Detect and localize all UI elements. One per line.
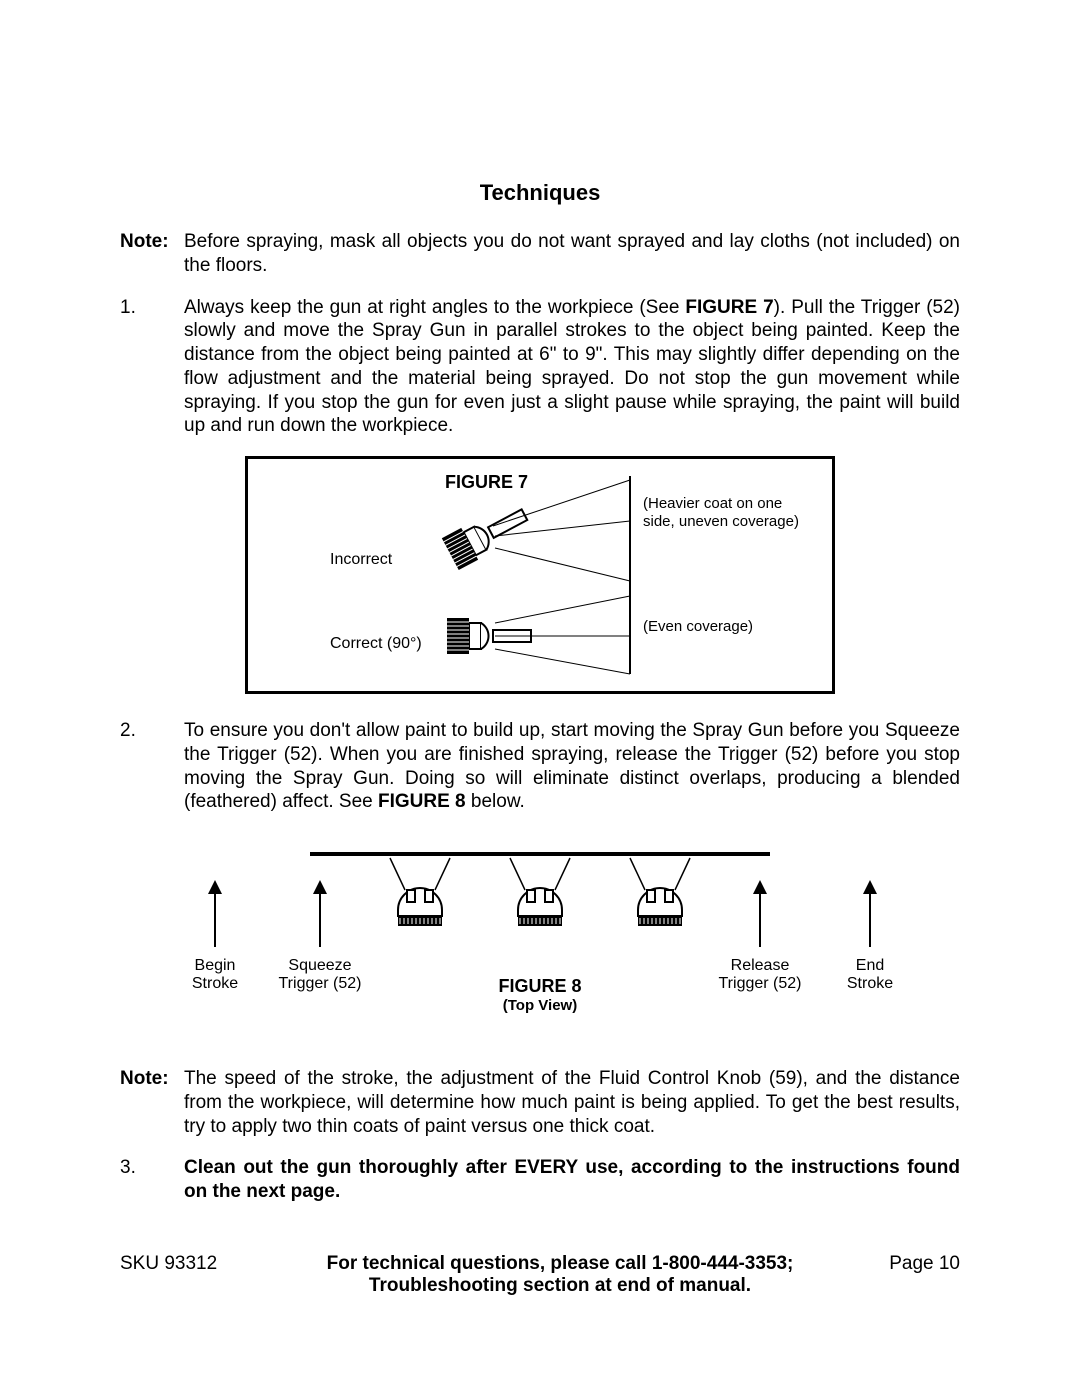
spray-line [495, 649, 630, 674]
figure-7: FIGURE 7 [245, 456, 835, 699]
spray-line [495, 596, 630, 623]
sku: SKU 93312 [120, 1253, 260, 1275]
item-body: Clean out the gun thoroughly after EVERY… [184, 1156, 960, 1204]
item-number: 3. [120, 1156, 184, 1204]
arrow-squeeze [313, 880, 327, 947]
item-body: Always keep the gun at right angles to t… [184, 296, 960, 439]
note-1: Note: Before spraying, mask all objects … [120, 230, 960, 278]
list-item-2: 2. To ensure you don't allow paint to bu… [120, 719, 960, 814]
figure-8-title: FIGURE 8 [498, 976, 581, 996]
section-title: Techniques [120, 180, 960, 206]
label-squeeze-2: Trigger (52) [279, 975, 362, 992]
note-body: The speed of the stroke, the adjustment … [184, 1067, 960, 1138]
figure-8-svg: Begin Stroke Squeeze Trigger (52) Releas… [130, 832, 950, 1042]
footer-center: For technical questions, please call 1-8… [260, 1253, 860, 1297]
text: To ensure you don't allow paint to build… [184, 720, 960, 812]
note-label: Note: [120, 230, 184, 278]
item-number: 1. [120, 296, 184, 439]
list-item-1: 1. Always keep the gun at right angles t… [120, 296, 960, 439]
note-label: Note: [120, 1067, 184, 1138]
item-number: 2. [120, 719, 184, 814]
arrow-release [753, 880, 767, 947]
note-2: Note: The speed of the stroke, the adjus… [120, 1067, 960, 1138]
label-release-2: Trigger (52) [719, 975, 802, 992]
spray-line [495, 548, 630, 581]
label-end-1: End [856, 957, 884, 974]
page: Techniques Note: Before spraying, mask a… [0, 0, 1080, 1397]
figure-7-svg: FIGURE 7 [245, 456, 835, 694]
figure-8: Begin Stroke Squeeze Trigger (52) Releas… [130, 832, 950, 1047]
figure-8-sub: (Top View) [503, 997, 577, 1014]
label-correct: Correct (90°) [330, 635, 422, 652]
figure-ref: FIGURE 8 [378, 791, 466, 812]
label-squeeze-1: Squeeze [288, 957, 351, 974]
note-body: Before spraying, mask all objects you do… [184, 230, 960, 278]
gun-incorrect [442, 499, 533, 570]
list-item-3: 3. Clean out the gun thoroughly after EV… [120, 1156, 960, 1204]
arrow-begin [208, 880, 222, 947]
label-end-2: Stroke [847, 975, 893, 992]
label-heavy-1: (Heavier coat on one [643, 495, 782, 512]
label-release-1: Release [731, 957, 790, 974]
figure-title: FIGURE 7 [445, 472, 528, 492]
label-begin-1: Begin [195, 957, 236, 974]
label-heavy-2: side, uneven coverage) [643, 513, 799, 530]
footer: SKU 93312 For technical questions, pleas… [120, 1253, 960, 1297]
page-number: Page 10 [860, 1253, 960, 1275]
footer-line-1: For technical questions, please call 1-8… [260, 1253, 860, 1275]
arrow-end [863, 880, 877, 947]
item-body: To ensure you don't allow paint to build… [184, 719, 960, 814]
footer-line-2: Troubleshooting section at end of manual… [260, 1275, 860, 1297]
text: Always keep the gun at right angles to t… [184, 297, 685, 318]
figure-ref: FIGURE 7 [685, 297, 773, 318]
label-begin-2: Stroke [192, 975, 238, 992]
label-even: (Even coverage) [643, 618, 753, 635]
text: below. [466, 791, 525, 812]
label-incorrect: Incorrect [330, 551, 393, 568]
gun-topview [390, 858, 690, 926]
